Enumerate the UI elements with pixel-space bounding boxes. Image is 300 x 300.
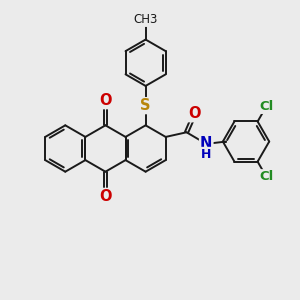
Text: Cl: Cl <box>259 100 273 113</box>
Text: O: O <box>188 106 201 121</box>
Text: O: O <box>99 189 112 204</box>
Text: Cl: Cl <box>259 170 273 183</box>
Text: N: N <box>200 136 212 152</box>
Text: O: O <box>99 93 112 108</box>
Text: CH3: CH3 <box>134 13 158 26</box>
Text: H: H <box>201 148 211 161</box>
Text: S: S <box>140 98 151 113</box>
